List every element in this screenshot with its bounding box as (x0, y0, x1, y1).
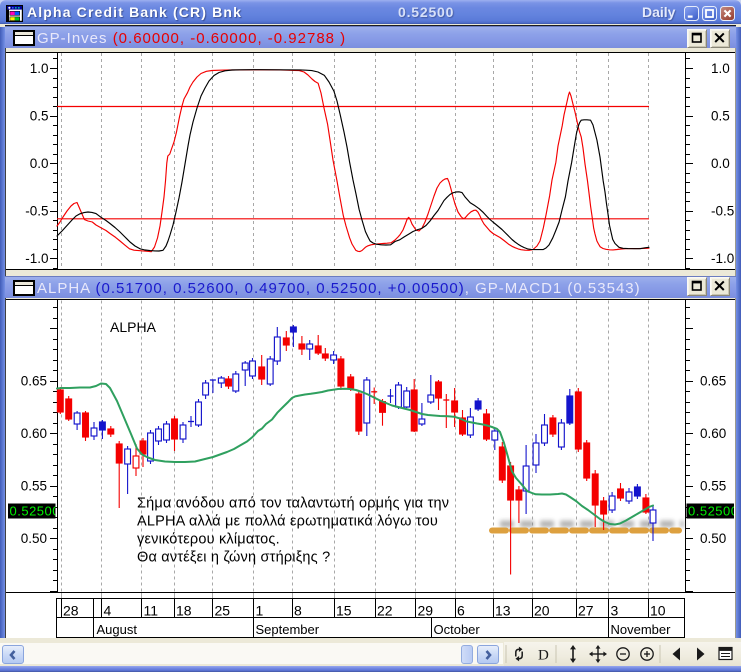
svg-text:27: 27 (578, 603, 594, 619)
svg-text:0.52500: 0.52500 (10, 504, 61, 519)
svg-text:0.60: 0.60 (700, 426, 726, 441)
svg-text:3: 3 (611, 603, 619, 619)
svg-text:-0.5: -0.5 (25, 204, 48, 219)
svg-text:0.5: 0.5 (30, 109, 49, 124)
svg-text:ALPHA αλλά με πολλά ερωτηματικ: ALPHA αλλά με πολλά ερωτηματικά λόγω του (137, 514, 438, 530)
svg-text:-1.0: -1.0 (711, 251, 734, 266)
svg-text:γενικότερου κλίματος.: γενικότερου κλίματος. (137, 532, 280, 548)
svg-text:October: October (434, 622, 481, 637)
svg-text:0.5: 0.5 (711, 109, 730, 124)
svg-text:November: November (611, 622, 672, 637)
svg-text:-1.0: -1.0 (25, 251, 48, 266)
svg-text:0.52500: 0.52500 (688, 504, 739, 519)
svg-text:1: 1 (256, 603, 264, 619)
svg-text:28: 28 (63, 603, 79, 619)
svg-text:ALPHA: ALPHA (110, 319, 157, 335)
svg-text:0.55: 0.55 (700, 479, 726, 494)
svg-text:15: 15 (336, 603, 352, 619)
svg-text:D: D (538, 647, 549, 663)
svg-text:0.0: 0.0 (30, 156, 49, 171)
svg-text:0.55: 0.55 (21, 479, 47, 494)
svg-text:0.65: 0.65 (700, 374, 726, 389)
svg-text:20: 20 (534, 603, 550, 619)
svg-text:11: 11 (144, 603, 159, 619)
svg-text:0.0: 0.0 (711, 156, 730, 171)
svg-text:22: 22 (377, 603, 393, 619)
svg-text:1.0: 1.0 (711, 61, 730, 76)
svg-text:-0.5: -0.5 (711, 204, 734, 219)
svg-text:8: 8 (294, 603, 302, 619)
svg-text:Σήμα ανόδου από τον ταλαντωτή: Σήμα ανόδου από τον ταλαντωτή ορμής για … (137, 496, 449, 512)
svg-text:4: 4 (104, 603, 112, 619)
svg-text:September: September (256, 622, 320, 637)
svg-text:6: 6 (457, 603, 465, 619)
svg-text:13: 13 (495, 603, 511, 619)
svg-text:18: 18 (176, 603, 192, 619)
svg-text:August: August (97, 622, 138, 637)
svg-text:0.60: 0.60 (21, 426, 47, 441)
svg-text:Θα αντέξει η ζώνη στήριξης ?: Θα αντέξει η ζώνη στήριξης ? (137, 550, 330, 566)
svg-text:25: 25 (215, 603, 231, 619)
svg-text:0.50: 0.50 (700, 531, 726, 546)
svg-text:10: 10 (650, 603, 666, 619)
svg-text:0.65: 0.65 (21, 374, 47, 389)
svg-text:29: 29 (418, 603, 434, 619)
svg-text:1.0: 1.0 (30, 61, 49, 76)
svg-text:0.50: 0.50 (21, 531, 47, 546)
